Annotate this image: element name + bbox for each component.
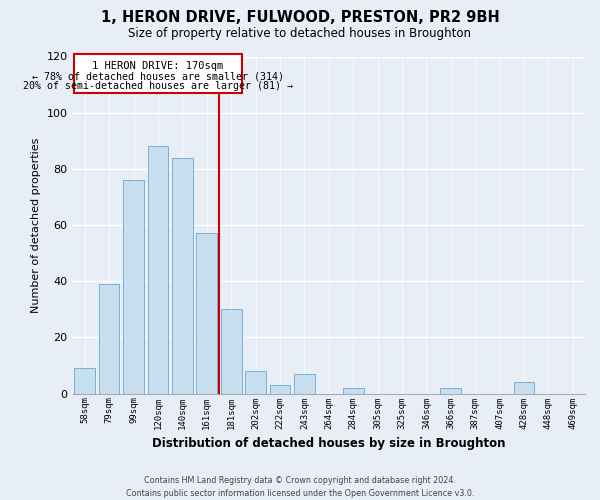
Bar: [99, 284, 119, 394]
Bar: [514, 382, 535, 394]
Bar: [172, 158, 193, 394]
Bar: [196, 234, 217, 394]
Bar: [440, 388, 461, 394]
Bar: [343, 388, 364, 394]
Text: ← 78% of detached houses are smaller (314): ← 78% of detached houses are smaller (31…: [32, 71, 284, 81]
Bar: [269, 385, 290, 394]
X-axis label: Distribution of detached houses by size in Broughton: Distribution of detached houses by size …: [152, 437, 505, 450]
Bar: [245, 371, 266, 394]
Text: 20% of semi-detached houses are larger (81) →: 20% of semi-detached houses are larger (…: [23, 81, 293, 91]
Bar: [294, 374, 315, 394]
Bar: [221, 310, 242, 394]
Bar: [148, 146, 168, 394]
Text: Size of property relative to detached houses in Broughton: Size of property relative to detached ho…: [128, 28, 472, 40]
FancyBboxPatch shape: [74, 54, 242, 93]
Bar: [74, 368, 95, 394]
Text: Contains HM Land Registry data © Crown copyright and database right 2024.
Contai: Contains HM Land Registry data © Crown c…: [126, 476, 474, 498]
Bar: [123, 180, 144, 394]
Y-axis label: Number of detached properties: Number of detached properties: [31, 138, 41, 313]
Text: 1, HERON DRIVE, FULWOOD, PRESTON, PR2 9BH: 1, HERON DRIVE, FULWOOD, PRESTON, PR2 9B…: [101, 10, 499, 25]
Text: 1 HERON DRIVE: 170sqm: 1 HERON DRIVE: 170sqm: [92, 60, 224, 70]
